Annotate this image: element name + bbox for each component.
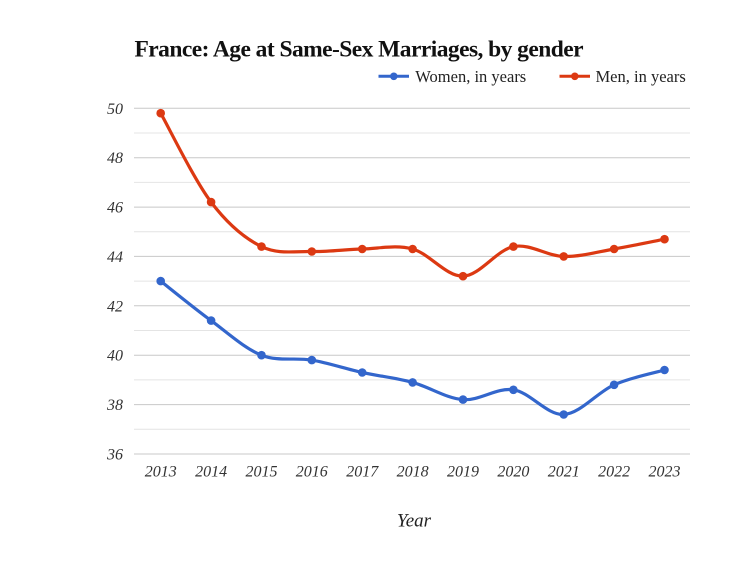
svg-text:46: 46 [107, 200, 123, 217]
svg-text:50: 50 [107, 101, 123, 118]
svg-text:44: 44 [107, 249, 123, 266]
svg-text:Men, in years: Men, in years [596, 67, 686, 86]
svg-text:2018: 2018 [397, 464, 429, 481]
svg-text:2014: 2014 [195, 464, 227, 481]
svg-text:2022: 2022 [598, 464, 630, 481]
svg-text:2021: 2021 [548, 464, 580, 481]
svg-text:2015: 2015 [246, 464, 278, 481]
svg-text:2020: 2020 [497, 464, 529, 481]
svg-text:48: 48 [107, 150, 123, 167]
svg-text:2023: 2023 [649, 464, 681, 481]
svg-text:2013: 2013 [145, 464, 177, 481]
svg-text:Women, in years: Women, in years [415, 67, 526, 86]
svg-text:France: Age at Same-Sex Marria: France: Age at Same-Sex Marriages, by ge… [135, 37, 584, 63]
svg-text:Year: Year [397, 510, 432, 531]
svg-text:36: 36 [106, 447, 123, 464]
svg-text:42: 42 [107, 298, 123, 315]
svg-text:38: 38 [106, 397, 123, 414]
svg-text:2017: 2017 [346, 464, 379, 481]
svg-text:2016: 2016 [296, 464, 328, 481]
svg-text:40: 40 [107, 348, 123, 365]
svg-text:2019: 2019 [447, 464, 479, 481]
